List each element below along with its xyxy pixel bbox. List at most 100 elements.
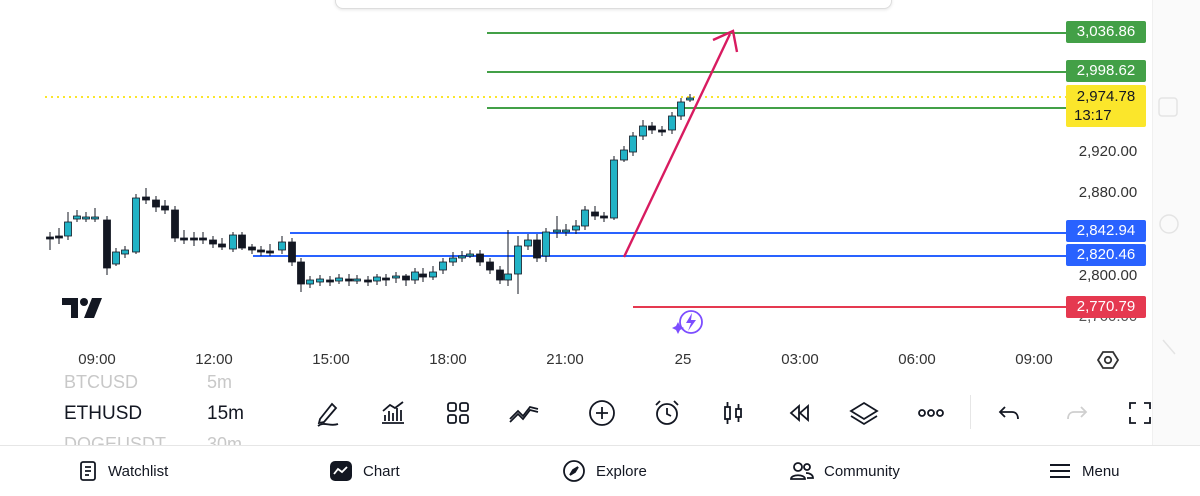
replay-icon[interactable] bbox=[783, 397, 815, 429]
candle bbox=[103, 219, 111, 269]
fullscreen-icon[interactable] bbox=[1124, 397, 1156, 429]
more-icon[interactable] bbox=[915, 397, 947, 429]
candle bbox=[658, 129, 666, 133]
right-edge-panel bbox=[1152, 0, 1200, 445]
nav-explore-label: Explore bbox=[596, 462, 647, 480]
candle bbox=[121, 249, 129, 255]
candle bbox=[257, 249, 265, 253]
candle bbox=[439, 261, 447, 271]
candle bbox=[429, 271, 437, 278]
chart-icon bbox=[330, 461, 352, 481]
symbol-prev[interactable]: BTCUSD bbox=[64, 372, 139, 392]
lightning-icon bbox=[679, 310, 703, 334]
candle bbox=[542, 231, 550, 257]
candle bbox=[55, 235, 63, 239]
layouts-icon[interactable] bbox=[442, 397, 474, 429]
candle bbox=[668, 115, 676, 131]
candle bbox=[161, 205, 169, 211]
last-price: 2,974.78 bbox=[1076, 88, 1136, 105]
symbol-next[interactable]: DOGEUSDT bbox=[64, 434, 167, 445]
nav-chart-label: Chart bbox=[363, 462, 400, 480]
candle bbox=[648, 125, 656, 131]
candle bbox=[382, 277, 390, 281]
candle bbox=[229, 234, 237, 250]
candle bbox=[297, 261, 305, 285]
projection-arrow-line bbox=[622, 33, 732, 258]
candle bbox=[639, 125, 647, 137]
price-tick: 2,920.00 bbox=[1078, 143, 1138, 160]
candle bbox=[572, 225, 580, 231]
projection-arrow-head bbox=[712, 29, 739, 53]
candle bbox=[132, 197, 140, 253]
time-tick: 18:00 bbox=[429, 351, 467, 368]
candle bbox=[199, 237, 207, 241]
candle bbox=[278, 241, 286, 251]
candle bbox=[600, 215, 608, 219]
candle bbox=[581, 209, 589, 227]
candle bbox=[46, 236, 54, 240]
candle bbox=[180, 237, 188, 241]
layers-icon[interactable] bbox=[848, 397, 880, 429]
symbol-selector[interactable]: ETHUSD bbox=[64, 403, 143, 424]
redo-icon[interactable] bbox=[1060, 397, 1092, 429]
candle bbox=[364, 279, 372, 283]
candle bbox=[476, 253, 484, 263]
nav-watchlist-label: Watchlist bbox=[108, 462, 169, 480]
nav-watchlist[interactable]: Watchlist bbox=[78, 446, 168, 496]
price-tick: 2,880.00 bbox=[1078, 184, 1138, 201]
candle bbox=[248, 246, 256, 251]
candle bbox=[524, 239, 532, 247]
target-price-badge-3: 3,036.86 bbox=[1066, 21, 1146, 43]
time-tick: 15:00 bbox=[312, 351, 350, 368]
nav-chart[interactable]: Chart bbox=[329, 446, 400, 496]
nav-menu-label: Menu bbox=[1082, 462, 1120, 480]
target-price-badge-2: 2,998.62 bbox=[1066, 60, 1146, 82]
undo-icon[interactable] bbox=[994, 397, 1026, 429]
nav-explore[interactable]: Explore bbox=[562, 446, 647, 496]
bar-countdown: 13:17 bbox=[1074, 107, 1112, 124]
candle bbox=[190, 237, 198, 241]
candle bbox=[466, 253, 474, 257]
candle bbox=[373, 276, 381, 282]
tradingview-logo bbox=[62, 298, 106, 325]
candle bbox=[677, 101, 685, 117]
candle bbox=[562, 229, 570, 233]
stop-price-badge: 2,770.79 bbox=[1066, 296, 1146, 318]
community-icon bbox=[790, 462, 814, 480]
candle bbox=[316, 278, 324, 283]
candle bbox=[620, 149, 628, 161]
draw-icon[interactable] bbox=[312, 397, 344, 429]
support-price-badge-1: 2,842.94 bbox=[1066, 220, 1146, 242]
add-icon[interactable] bbox=[586, 397, 618, 429]
candle bbox=[496, 269, 504, 281]
chart-settings-icon[interactable] bbox=[1096, 349, 1120, 376]
time-tick: 21:00 bbox=[546, 351, 584, 368]
candle bbox=[91, 216, 99, 220]
candle bbox=[326, 279, 334, 283]
interval-selector[interactable]: 15m bbox=[207, 403, 244, 424]
nav-community[interactable]: Community bbox=[790, 446, 900, 496]
time-tick: 12:00 bbox=[195, 351, 233, 368]
candle bbox=[288, 241, 296, 263]
candle bbox=[345, 278, 353, 282]
interval-next[interactable]: 30m bbox=[207, 434, 243, 445]
lightning-bolt bbox=[686, 313, 696, 331]
candle bbox=[266, 250, 274, 254]
alert-icon[interactable] bbox=[651, 397, 683, 429]
indicators-icon[interactable] bbox=[377, 397, 409, 429]
nav-menu[interactable]: Menu bbox=[1048, 446, 1120, 496]
candles-icon[interactable] bbox=[717, 397, 749, 429]
price-chart[interactable] bbox=[0, 0, 1152, 378]
candle bbox=[514, 245, 522, 275]
candle bbox=[610, 159, 618, 219]
time-tick: 03:00 bbox=[781, 351, 819, 368]
candle bbox=[209, 239, 217, 245]
compare-icon[interactable] bbox=[508, 397, 540, 429]
candle bbox=[64, 221, 72, 237]
menu-icon bbox=[1050, 464, 1070, 478]
candle bbox=[449, 257, 457, 263]
time-tick: 09:00 bbox=[78, 351, 116, 368]
candle bbox=[353, 278, 361, 282]
interval-prev[interactable]: 5m bbox=[207, 372, 233, 392]
chart-area[interactable]: 3,036.86 2,998.62 2,974.78 13:17 2,842.9… bbox=[0, 0, 1152, 378]
